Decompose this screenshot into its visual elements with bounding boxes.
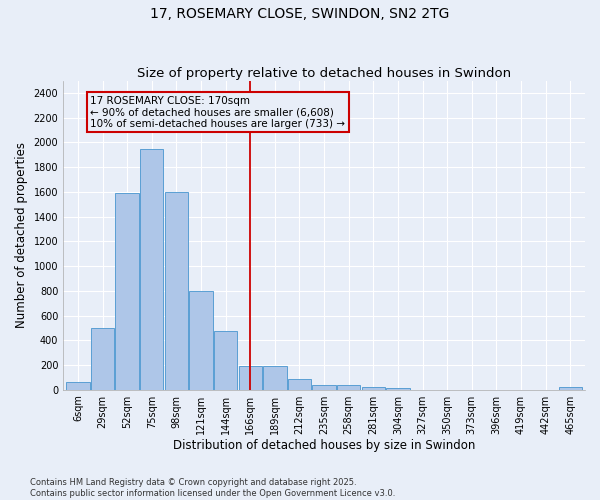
Bar	[313, 385, 336, 390]
Bar	[140, 148, 163, 390]
Bar	[66, 382, 89, 390]
Bar	[559, 386, 582, 390]
X-axis label: Distribution of detached houses by size in Swindon: Distribution of detached houses by size …	[173, 440, 475, 452]
Text: Contains HM Land Registry data © Crown copyright and database right 2025.
Contai: Contains HM Land Registry data © Crown c…	[30, 478, 395, 498]
Bar	[337, 385, 361, 390]
Bar	[91, 328, 114, 390]
Bar	[288, 378, 311, 390]
Text: 17, ROSEMARY CLOSE, SWINDON, SN2 2TG: 17, ROSEMARY CLOSE, SWINDON, SN2 2TG	[151, 8, 449, 22]
Bar	[386, 388, 410, 390]
Bar	[115, 193, 139, 390]
Bar	[214, 331, 238, 390]
Bar	[362, 386, 385, 390]
Title: Size of property relative to detached houses in Swindon: Size of property relative to detached ho…	[137, 66, 511, 80]
Y-axis label: Number of detached properties: Number of detached properties	[15, 142, 28, 328]
Bar	[165, 192, 188, 390]
Text: 17 ROSEMARY CLOSE: 170sqm
← 90% of detached houses are smaller (6,608)
10% of se: 17 ROSEMARY CLOSE: 170sqm ← 90% of detac…	[90, 96, 345, 128]
Bar	[190, 291, 213, 390]
Bar	[239, 366, 262, 390]
Bar	[263, 366, 287, 390]
